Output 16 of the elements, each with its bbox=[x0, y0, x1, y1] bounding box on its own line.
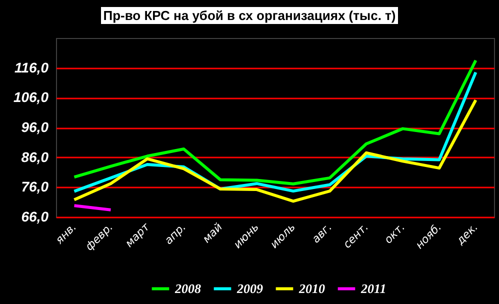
x-tick-label: янв. bbox=[52, 220, 79, 247]
x-tick-label: апр. bbox=[162, 220, 188, 248]
y-tick-label: 96,0 bbox=[21, 119, 49, 135]
y-tick-label: 116,0 bbox=[14, 59, 49, 76]
legend-label: 2010 bbox=[298, 280, 326, 296]
y-tick-label: 76,0 bbox=[21, 178, 49, 195]
legend-label: 2009 bbox=[236, 280, 264, 296]
y-tick-label: 66,0 bbox=[21, 208, 49, 224]
x-tick-label: авг. bbox=[309, 220, 334, 246]
legend-label: 2011 bbox=[360, 280, 386, 296]
legend-label: 2008 bbox=[174, 280, 202, 296]
y-tick-label: 106,0 bbox=[13, 89, 49, 106]
x-tick-label: окт. bbox=[382, 220, 408, 246]
y-tick-label: 86,0 bbox=[21, 148, 49, 165]
line-series bbox=[72, 98, 478, 203]
chart-title: Пр-во КРС на убой в сх организациях (тыс. т) bbox=[101, 7, 398, 24]
